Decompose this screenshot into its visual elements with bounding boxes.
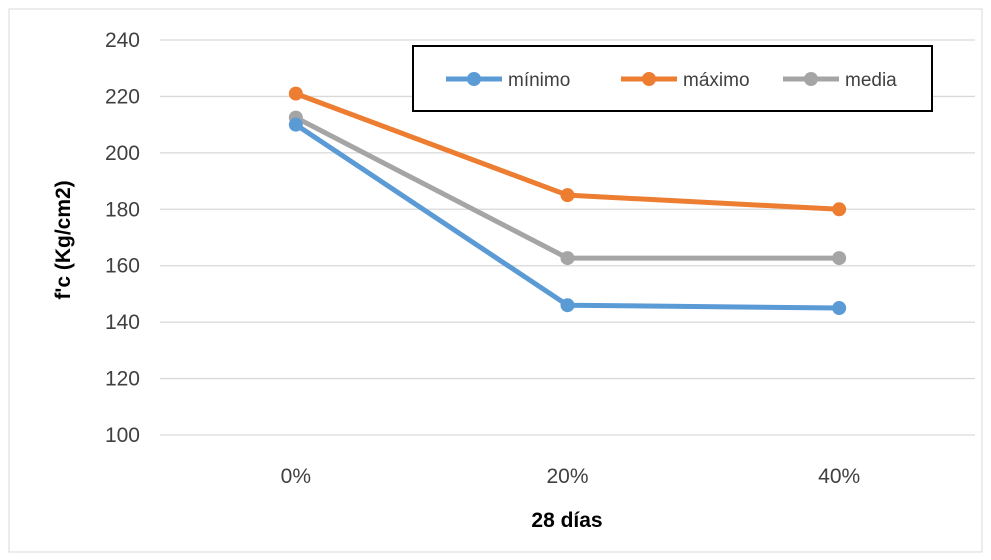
series-layer (288, 86, 847, 316)
y-tick-label: 180 (105, 198, 140, 221)
data-point (288, 86, 303, 101)
series-1 (288, 86, 847, 217)
legend: mínimo máximo media (412, 45, 933, 112)
legend-item: máximo (621, 70, 750, 91)
x-tick-label: 0% (281, 465, 311, 488)
data-point (832, 202, 847, 217)
x-tick-label: 40% (818, 465, 860, 488)
y-tick-label: 220 (105, 85, 140, 108)
data-point (288, 117, 303, 132)
legend-marker (804, 72, 818, 86)
legend-label: máximo (683, 70, 750, 91)
y-axis-title: f'c (Kg/cm2) (52, 180, 75, 299)
y-tick-label: 240 (105, 29, 140, 52)
data-point (560, 188, 575, 203)
y-tick-label: 100 (105, 424, 140, 447)
x-axis-ticks: 0% 20% 40% (281, 465, 861, 488)
y-tick-label: 200 (105, 142, 140, 165)
y-axis-ticks: 100 120 140 160 180 200 220 240 (105, 29, 140, 447)
legend-label: media (845, 70, 897, 91)
data-point (832, 251, 847, 266)
data-point (560, 251, 575, 266)
y-tick-label: 160 (105, 255, 140, 278)
data-point (560, 298, 575, 313)
legend-item: media (783, 70, 897, 91)
data-point (832, 301, 847, 316)
x-tick-label: 20% (546, 465, 588, 488)
x-axis-title: 28 días (531, 509, 602, 532)
series-0 (288, 117, 847, 316)
legend-label: mínimo (508, 70, 570, 91)
legend-marker (467, 72, 481, 86)
y-tick-label: 140 (105, 311, 140, 334)
legend-item: mínimo (446, 70, 570, 91)
legend-marker (642, 72, 656, 86)
y-tick-label: 120 (105, 368, 140, 391)
